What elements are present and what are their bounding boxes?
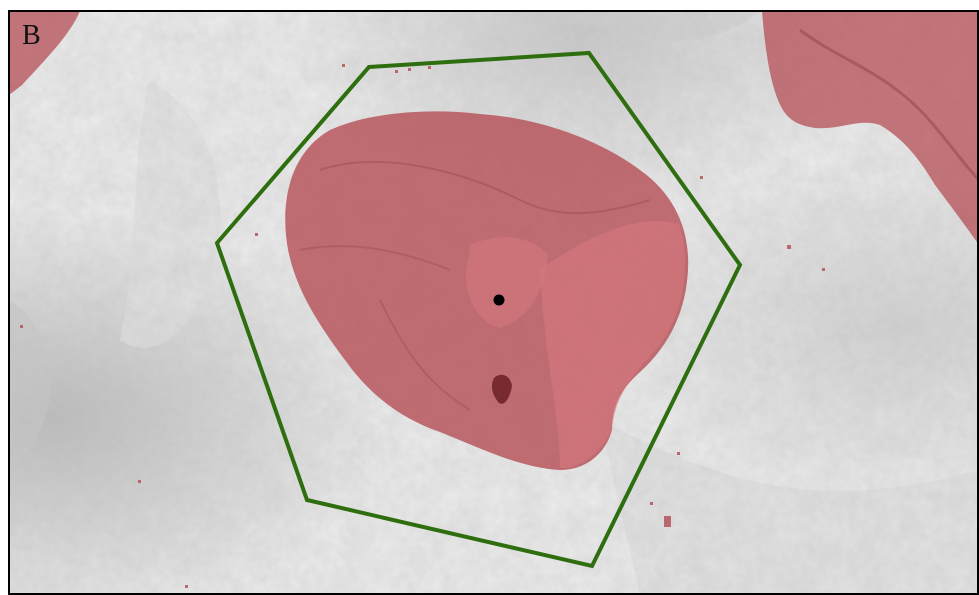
panel-label: B: [22, 20, 41, 51]
catchment-area-fragment-top-right: [762, 11, 979, 245]
map-frame-border: [8, 10, 979, 595]
hexagon-boundary: [214, 50, 743, 569]
catchment-pixels-scattered: [20, 64, 825, 588]
catchment-area-fragment-top-left: [9, 11, 80, 95]
outlet-point: [493, 294, 505, 306]
